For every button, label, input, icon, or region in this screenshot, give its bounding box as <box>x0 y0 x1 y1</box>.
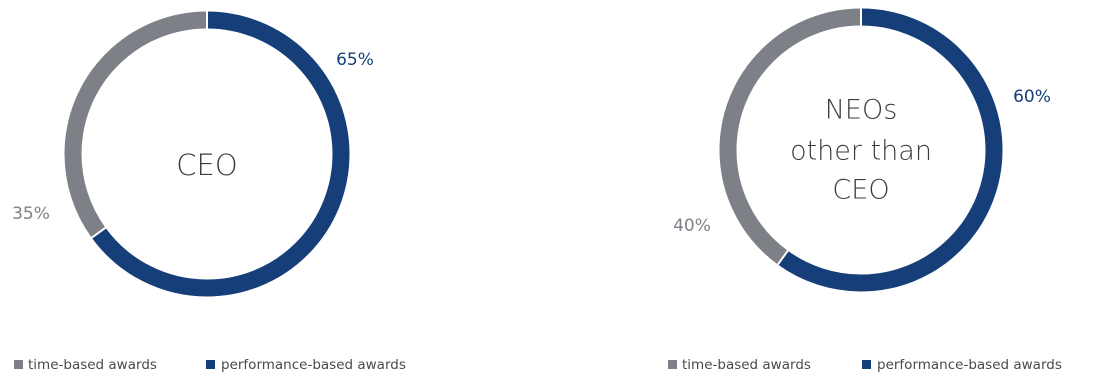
ceo-donut-slices <box>64 10 350 297</box>
neos-donut-chart: NEOs other than CEO 60% 40% time-based a… <box>668 7 1062 373</box>
neos-legend: time-based awards performance-based awar… <box>668 357 1062 373</box>
ceo-legend-time-swatch <box>14 360 23 369</box>
neos-legend-time-swatch <box>668 360 677 369</box>
neos-center-label-line-1: NEOs <box>825 95 898 126</box>
ceo-legend-performance-label: performance-based awards <box>221 357 406 373</box>
neos-legend-performance-label: performance-based awards <box>877 357 1062 373</box>
neos-donut-slices <box>719 7 1003 292</box>
neos-center-label-line-3: CEO <box>832 175 889 206</box>
neos-time-percent-label: 40% <box>673 216 711 236</box>
ceo-legend-time-label: time-based awards <box>28 357 157 373</box>
neos-performance-percent-label: 60% <box>1013 87 1051 107</box>
neos-legend-performance-swatch <box>862 360 871 369</box>
ceo-donut-chart: CEO 65% 35% time-based awards performanc… <box>12 10 406 373</box>
slice-separator-1 <box>90 226 107 240</box>
ceo-performance-percent-label: 65% <box>336 50 374 70</box>
ceo-legend-performance-swatch <box>206 360 215 369</box>
ceo-time-percent-label: 35% <box>12 204 50 224</box>
ceo-center-label: CEO <box>176 148 237 182</box>
neos-legend-time-label: time-based awards <box>682 357 811 373</box>
ceo-legend: time-based awards performance-based awar… <box>14 357 406 373</box>
neos-center-label-line-2: other than <box>790 136 932 167</box>
slice-separator-1 <box>776 249 790 266</box>
